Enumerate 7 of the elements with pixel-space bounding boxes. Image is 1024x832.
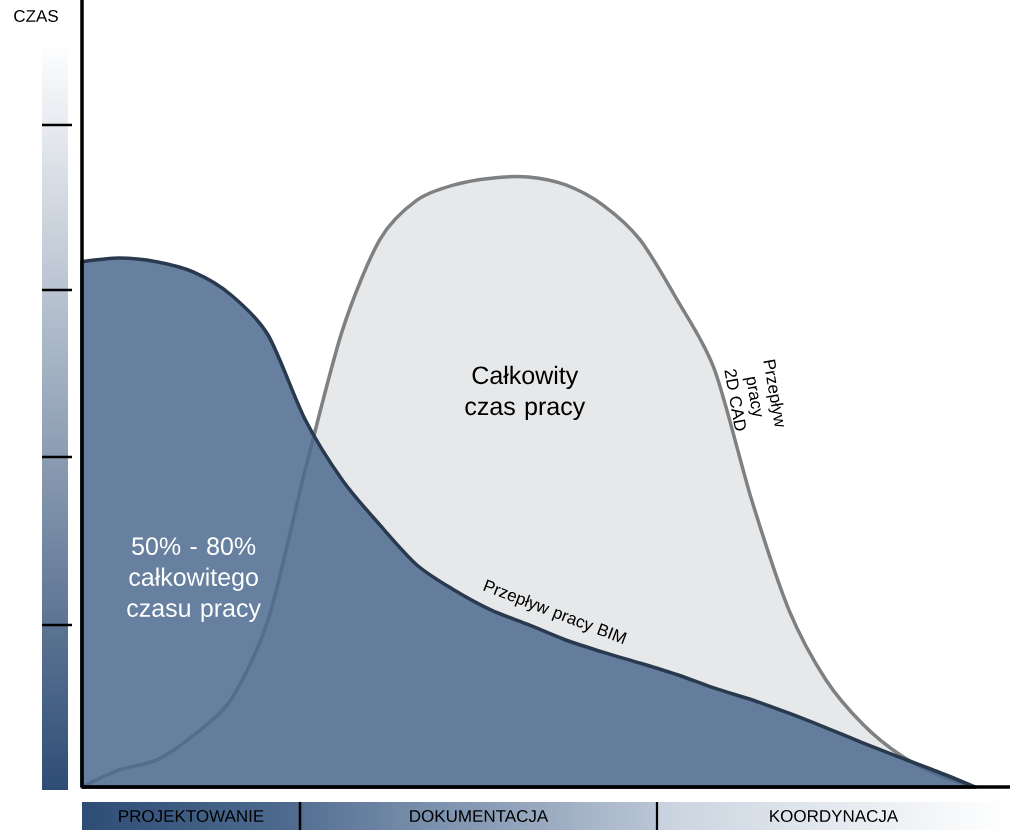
text: DOKUMENTACJA bbox=[410, 809, 549, 823]
text: Przepływ pracy 2D CAD bbox=[724, 359, 785, 431]
text: KOORDYNACJA bbox=[770, 809, 899, 823]
text: CZAS bbox=[14, 9, 58, 23]
annotation: Całkowity czas pracy bbox=[465, 365, 586, 421]
annotation: 50% - 80% całkowitego czasu pracy bbox=[127, 537, 261, 622]
text: PROJEKTOWANIE bbox=[119, 809, 264, 823]
